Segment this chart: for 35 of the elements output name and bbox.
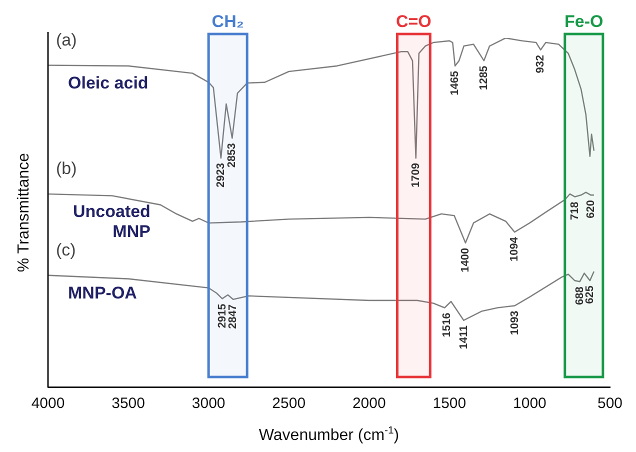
annotation: 1285 bbox=[478, 66, 490, 90]
x-tick-label: 1500 bbox=[432, 395, 466, 412]
annotation: (a) bbox=[56, 30, 77, 50]
series-label: MNP-OA bbox=[68, 284, 137, 303]
x-tick-label: 2500 bbox=[272, 395, 306, 412]
annotation: 2847 bbox=[227, 304, 240, 329]
annotation: 1400 bbox=[460, 248, 472, 272]
x-tick-label: 2000 bbox=[352, 395, 386, 412]
x-tick-label: 3000 bbox=[192, 395, 226, 412]
annotation: 718 bbox=[569, 202, 582, 220]
annotation: 1411 bbox=[458, 325, 470, 350]
series-label: Uncoated MNP bbox=[72, 202, 150, 242]
annotation: 1093 bbox=[508, 310, 521, 336]
annotation: (c) bbox=[56, 240, 76, 260]
y-axis-title: % Transmittance bbox=[15, 152, 32, 272]
annotation: 688 bbox=[574, 286, 586, 305]
x-tick-label: 4000 bbox=[31, 395, 65, 412]
band-label: CH₂ bbox=[212, 12, 244, 32]
annotation: 1094 bbox=[508, 236, 521, 262]
annotation: 620 bbox=[584, 200, 597, 218]
series-label: Oleic acid bbox=[68, 73, 148, 92]
annotation: 1516 bbox=[440, 312, 453, 338]
annotation: 2853 bbox=[226, 143, 238, 168]
x-tick-label: 1000 bbox=[513, 395, 546, 412]
band-label: C=O bbox=[396, 12, 432, 32]
x-tick-label: 500 bbox=[597, 395, 623, 412]
annotation: 1709 bbox=[410, 163, 422, 188]
band-label: Fe-O bbox=[564, 12, 604, 32]
annotation: 2915 bbox=[216, 304, 228, 328]
annotation: 2923 bbox=[214, 163, 227, 188]
annotation: 625 bbox=[584, 286, 596, 304]
annotation: (b) bbox=[56, 159, 77, 178]
x-tick-label: 3500 bbox=[112, 395, 145, 412]
annotation: 1465 bbox=[449, 70, 462, 96]
annotation: 932 bbox=[534, 54, 547, 74]
